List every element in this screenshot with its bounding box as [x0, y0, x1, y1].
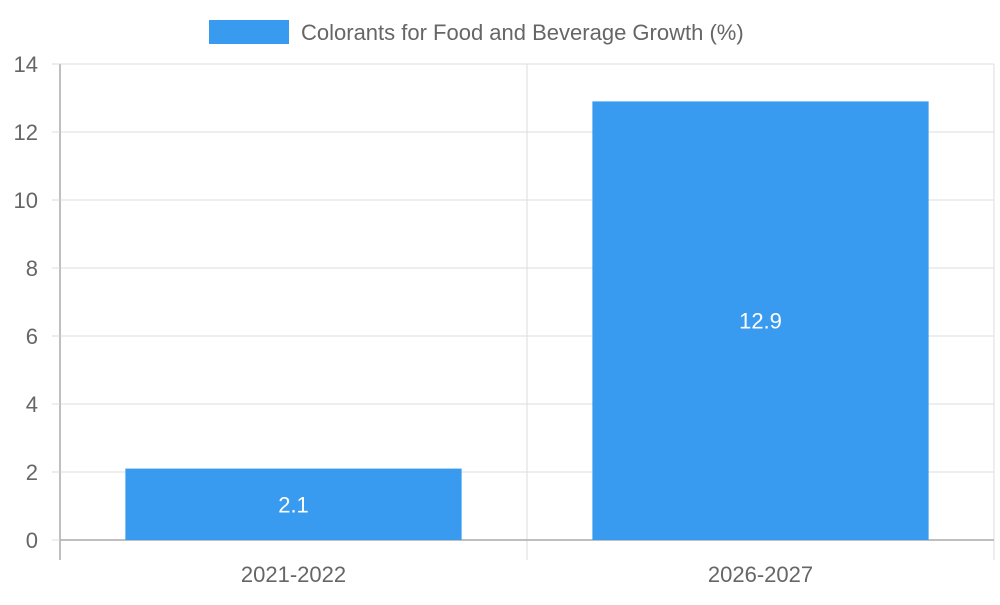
x-axis-ticks: 2021-2022 2026-2027 — [241, 562, 813, 587]
y-tick-label: 14 — [14, 52, 38, 77]
gridlines — [60, 63, 995, 560]
y-tick-label: 4 — [26, 392, 38, 417]
legend-label: Colorants for Food and Beverage Growth (… — [301, 20, 744, 45]
data-label: 2.1 — [278, 492, 309, 517]
x-tick-label: 2026-2027 — [708, 562, 813, 587]
bar-2021-2022[interactable] — [125, 468, 462, 540]
x-tick-label: 2021-2022 — [241, 562, 346, 587]
data-label: 12.9 — [739, 309, 782, 334]
data-labels: 2.1 12.9 — [278, 309, 782, 518]
legend[interactable]: Colorants for Food and Beverage Growth (… — [209, 20, 744, 45]
y-tick-label: 2 — [26, 460, 38, 485]
bar-2026-2027[interactable] — [592, 101, 929, 541]
y-tick-label: 12 — [14, 120, 38, 145]
bars — [125, 101, 929, 541]
y-tick-label: 10 — [14, 188, 38, 213]
y-axis-ticks: 0 2 4 6 8 10 12 14 — [14, 52, 60, 553]
legend-swatch — [209, 20, 289, 44]
y-tick-label: 0 — [26, 528, 38, 553]
y-tick-label: 6 — [26, 324, 38, 349]
y-tick-label: 8 — [26, 256, 38, 281]
